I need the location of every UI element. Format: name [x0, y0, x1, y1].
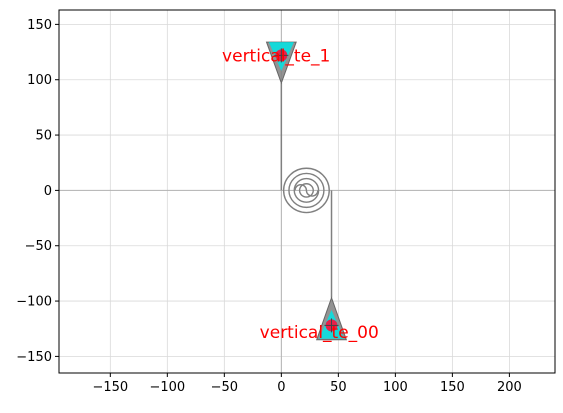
x-tick-label: 200	[497, 380, 522, 395]
x-tick-label: 100	[383, 380, 408, 395]
y-tick-label: 100	[27, 73, 52, 88]
x-tick-label: −100	[149, 380, 185, 395]
ports	[268, 42, 345, 339]
x-tick-label: −150	[92, 380, 128, 395]
y-tick-label: −50	[25, 239, 52, 254]
plot-frame	[58, 9, 556, 374]
spiral-ring	[298, 183, 314, 198]
ticks: −150 −100 −50 0 50 100 150 200 −150 −100 −50 0 50 100…	[16, 18, 522, 395]
port-label-vertical_te_1: vertical_te_1	[222, 46, 330, 66]
y-tick-label: 150	[27, 18, 52, 33]
spiral-ring	[282, 167, 330, 214]
port-labels: vertical_te_1 vertical_te_00	[222, 46, 379, 343]
spiral-ring	[288, 172, 325, 209]
x-tick-label: −50	[211, 380, 238, 395]
y-tick-label: 0	[44, 184, 52, 199]
y-tick-label: −150	[16, 350, 52, 365]
x-tick-label: 0	[277, 380, 285, 395]
spiral-s-bend	[294, 184, 319, 197]
y-tick-label: −100	[16, 295, 52, 310]
layout-geometry	[265, 41, 348, 341]
port-label-vertical_te_00: vertical_te_00	[260, 323, 379, 343]
spiral-ring	[293, 177, 320, 203]
x-tick-label: 150	[440, 380, 465, 395]
x-tick-label: 50	[330, 380, 347, 395]
y-tick-label: 50	[35, 129, 52, 144]
